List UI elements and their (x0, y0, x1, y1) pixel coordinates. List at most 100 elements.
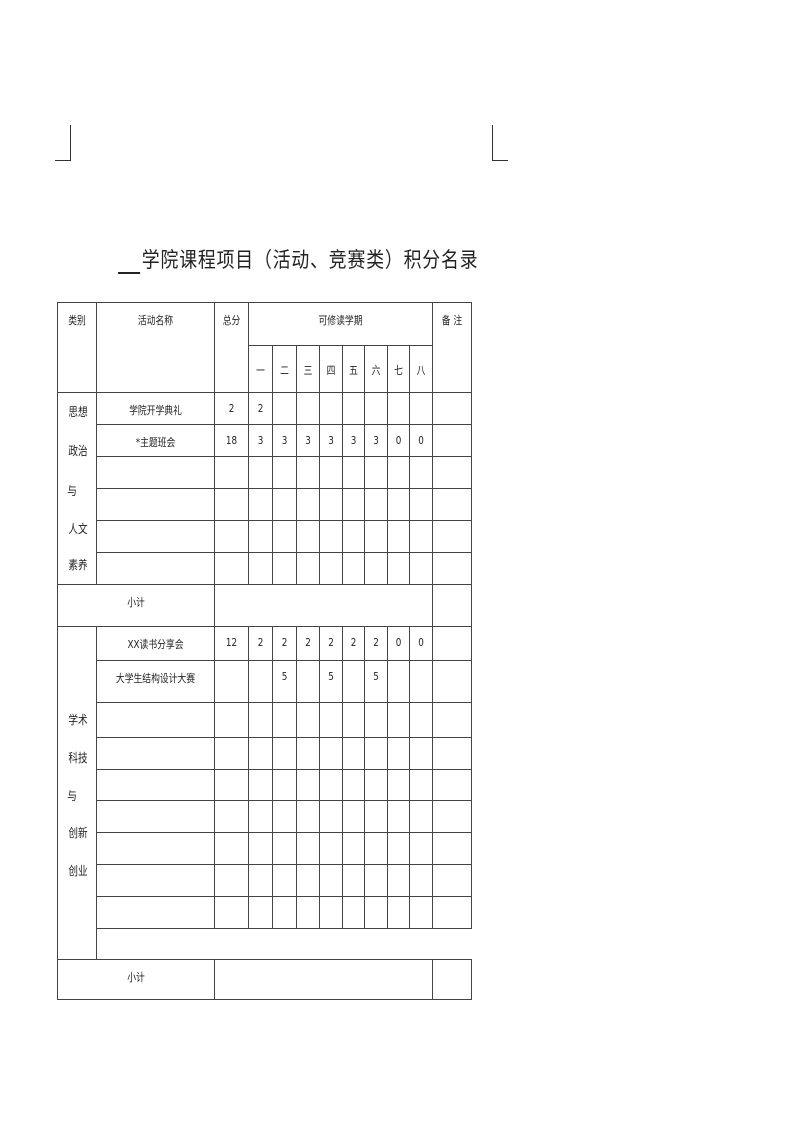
semester-cell (364, 520, 388, 553)
semester-cell (387, 702, 410, 738)
semester-cell: 2 (319, 626, 343, 661)
category-text: 学术 (68, 713, 88, 727)
crop-mark-left-h (55, 160, 71, 161)
semester-cell: 3 (248, 424, 273, 457)
semester-cell-text: 5 (373, 670, 379, 683)
semester-cell (248, 488, 273, 521)
remarks-cell (432, 424, 472, 457)
semester-cell (272, 832, 297, 865)
remarks-cell (432, 488, 472, 521)
semester-cell (364, 800, 388, 833)
semester-cell (364, 702, 388, 738)
header-semester-7: 七 (387, 345, 410, 393)
page-title: 学院课程项目（活动、竞赛类）积分名录 (118, 244, 478, 274)
subtotal-remarks (432, 584, 472, 627)
category-text: 思想 (68, 405, 88, 419)
semester-cell: 0 (387, 424, 410, 457)
total-cell (214, 702, 249, 738)
semester-cell (342, 660, 365, 703)
remarks-cell (432, 832, 472, 865)
semester-cell-text: 0 (418, 636, 424, 649)
category-text: 创业 (68, 864, 88, 878)
activity-name-cell-text: XX读书分享会 (127, 638, 184, 651)
semester-cell-text: 2 (328, 636, 334, 649)
semester-cell (409, 552, 433, 585)
semester-cell (319, 488, 343, 521)
header-remarks-text: 备 注 (441, 314, 463, 327)
header-semester-3-text: 三 (303, 364, 313, 377)
semester-cell (364, 552, 388, 585)
semester-cell (387, 552, 410, 585)
header-semester-6: 六 (364, 345, 388, 393)
total-cell-text: 18 (225, 434, 238, 447)
remarks-cell (432, 552, 472, 585)
header-activity: 活动名称 (96, 302, 215, 393)
semester-cell (319, 520, 343, 553)
semester-cell-text: 3 (350, 434, 357, 447)
total-cell (214, 737, 249, 770)
title-text: 学院课程项目（活动、竞赛类）积分名录 (141, 248, 479, 272)
activity-name-cell-text: *主题班会 (135, 436, 176, 449)
semester-cell (342, 832, 365, 865)
semester-cell (248, 832, 273, 865)
header-remarks: 备 注 (432, 302, 472, 393)
semester-cell: 0 (387, 626, 410, 661)
semester-cell (248, 896, 273, 929)
semester-cell (387, 800, 410, 833)
semester-cell (342, 488, 365, 521)
total-cell (214, 456, 249, 489)
semester-cell (342, 896, 365, 929)
total-cell-text: 12 (225, 636, 238, 649)
subtotal-value (214, 584, 433, 627)
activity-name-cell (96, 737, 215, 770)
semester-cell (319, 832, 343, 865)
semester-cell: 0 (409, 424, 433, 457)
activity-name-cell-text: 学院开学典礼 (129, 404, 182, 417)
semester-cell (296, 456, 320, 489)
semester-cell-text: 2 (257, 402, 264, 415)
semester-cell (272, 552, 297, 585)
semester-cell (342, 456, 365, 489)
semester-cell (296, 800, 320, 833)
header-activity-text: 活动名称 (137, 314, 174, 327)
activity-name-cell (96, 769, 215, 801)
semester-cell (409, 392, 433, 425)
semester-cell (319, 702, 343, 738)
remarks-cell (432, 769, 472, 801)
activity-name-cell (96, 864, 215, 897)
category-text: 创新 (68, 826, 88, 840)
remarks-cell (432, 520, 472, 553)
semester-cell (248, 737, 273, 770)
semester-cell: 3 (296, 424, 320, 457)
header-semester-5-text: 五 (349, 364, 358, 377)
semester-cell: 3 (319, 424, 343, 457)
semester-cell (272, 896, 297, 929)
semester-cell: 2 (364, 626, 388, 661)
total-cell: 2 (214, 392, 249, 425)
semester-cell-text: 0 (395, 434, 402, 447)
semester-cell (342, 552, 365, 585)
semester-cell (272, 702, 297, 738)
semester-cell (296, 737, 320, 770)
semester-cell (409, 800, 433, 833)
subtotal-label: 小计 (57, 959, 215, 1000)
activity-name-cell (96, 702, 215, 738)
semester-cell (409, 896, 433, 929)
header-semester-1-text: 一 (256, 364, 265, 377)
semester-cell (296, 392, 320, 425)
semester-cell (342, 392, 365, 425)
remarks-cell (432, 864, 472, 897)
semester-cell-text: 0 (395, 636, 402, 649)
semester-cell (387, 896, 410, 929)
crop-mark-right (492, 125, 493, 161)
semester-cell (364, 769, 388, 801)
semester-cell: 3 (272, 424, 297, 457)
crop-mark-left (70, 125, 71, 161)
semester-cell-text: 5 (281, 670, 288, 683)
semester-cell-text: 2 (305, 636, 311, 649)
remarks-cell (432, 456, 472, 489)
semester-cell (272, 456, 297, 489)
category-text: 政治 (68, 444, 88, 458)
semester-cell (387, 737, 410, 770)
category-text: 素养 (68, 558, 88, 572)
